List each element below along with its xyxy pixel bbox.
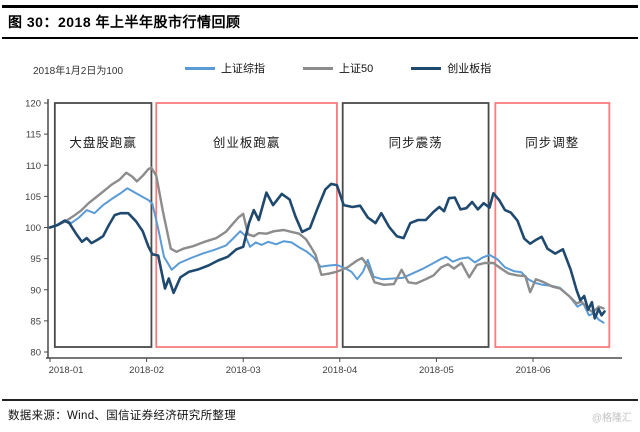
y-axis-tick-label: 100 [25, 223, 41, 234]
legend-item-szzz: 上证综指 [185, 60, 265, 76]
annotation-box-2 [341, 102, 490, 348]
legend-label-cyb: 创业板指 [447, 63, 492, 75]
legend-swatch-sz50 [303, 66, 333, 70]
index-base-note: 2018年1月2日为100 [33, 66, 124, 77]
top-rule [2, 5, 638, 8]
x-axis-tick-label: 2018-05 [419, 365, 454, 376]
y-axis-tick-label: 120 [25, 99, 41, 110]
series-line-1 [48, 166, 605, 314]
title-underline-rule [2, 37, 638, 39]
x-axis-tick-label: 2018-03 [226, 365, 261, 376]
footer-rule [2, 399, 638, 401]
legend-label-szzz: 上证综指 [221, 63, 265, 75]
y-axis-tick-label: 90 [30, 285, 41, 296]
y-axis-tick-label: 95 [30, 254, 41, 265]
x-axis-tick-label: 2018-06 [516, 365, 551, 376]
x-axis-tick-label: 2018-01 [49, 365, 84, 376]
annotation-label-1: 创业板跑赢 [213, 135, 281, 150]
series-line-2 [48, 182, 606, 320]
legend-label-sz50: 上证50 [339, 63, 374, 75]
y-axis-tick-label: 80 [30, 348, 41, 359]
series-line-0 [49, 187, 605, 324]
figure-title: 图 30：2018 年上半年股市行情回顾 [8, 14, 241, 30]
legend-swatch-szzz [185, 66, 215, 70]
annotation-label-2: 同步震荡 [389, 136, 443, 150]
x-axis-tick-label: 2018-04 [322, 365, 357, 376]
chart-legend: 上证综指 上证50 创业板指 [185, 60, 491, 76]
data-source-line: 数据来源：Wind、国信证券经济研究所整理 [8, 410, 236, 422]
y-axis-tick-label: 85 [30, 316, 41, 327]
x-axis-tick-label: 2018-02 [129, 365, 164, 376]
annotation-box-1 [155, 102, 338, 348]
y-axis-tick-label: 115 [26, 130, 41, 141]
legend-item-sz50: 上证50 [303, 60, 373, 76]
y-axis-tick-label: 105 [25, 192, 41, 203]
y-axis-tick-label: 110 [26, 161, 41, 172]
legend-swatch-cyb [411, 66, 442, 70]
legend-item-cyb: 创业板指 [411, 60, 491, 76]
watermark: @格隆汇 [591, 413, 632, 424]
annotation-box-3 [494, 102, 611, 348]
annotation-label-3: 同步调整 [525, 135, 579, 150]
annotation-label-0: 大盘股跑赢 [69, 135, 137, 150]
